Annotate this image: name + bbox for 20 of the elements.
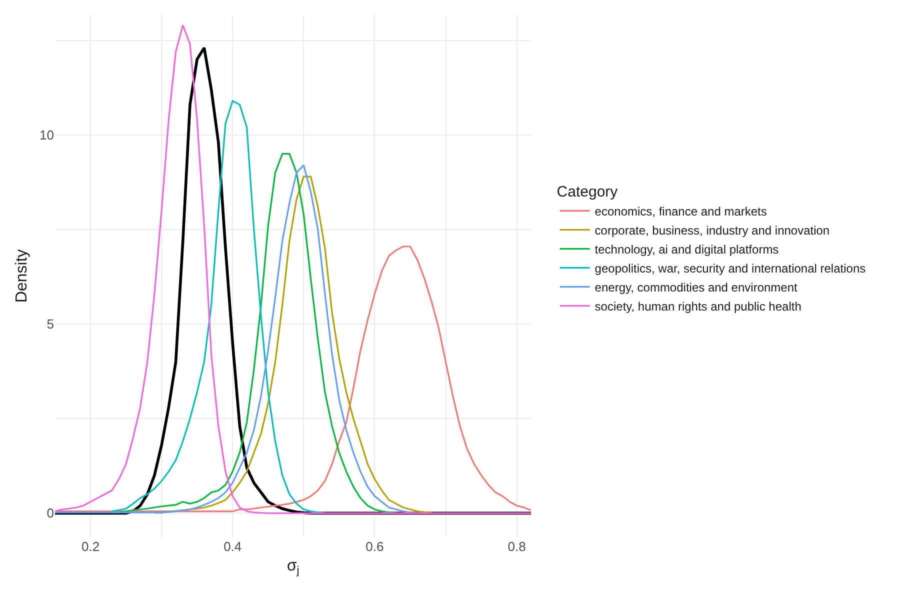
x-tick-label: 0.2 [81, 539, 100, 554]
line-series [55, 164, 418, 514]
line-series [55, 246, 531, 512]
x-axis-title: σ$_{j}$ [286, 558, 300, 578]
legend-label: energy, commodities and environment [594, 280, 798, 294]
legend-label: geopolitics, war, security and international relations [594, 262, 866, 276]
legend-label: society, human rights and public health [594, 300, 802, 314]
legend-label: economics, finance and markets [594, 204, 767, 218]
x-tick-label: 0.8 [508, 539, 526, 554]
legend-title: Category [556, 183, 618, 200]
legend-label: corporate, business, industry and innovation [594, 224, 830, 238]
x-tick-label: 0.4 [224, 539, 242, 554]
line-series [154, 176, 432, 514]
legend-label: technology, ai and digital platforms [594, 242, 779, 256]
y-tick-label: 10 [40, 127, 54, 142]
y-tick-label: 5 [46, 316, 54, 332]
x-tick-label: 0.6 [366, 539, 384, 554]
y-tick-label: 0 [46, 506, 54, 521]
y-axis-title: Density [13, 249, 30, 303]
line-series [111, 100, 326, 514]
